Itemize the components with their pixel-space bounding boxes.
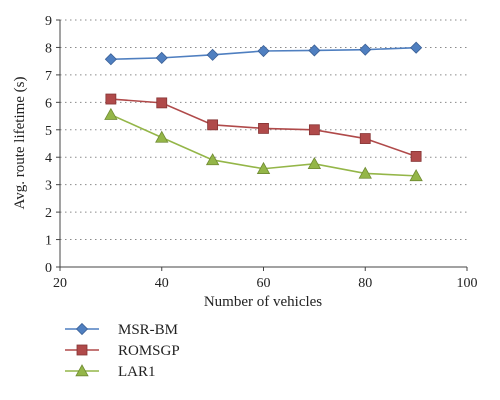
legend-marker <box>75 364 89 377</box>
data-point <box>307 156 322 170</box>
y-tick-label: 6 <box>45 96 52 111</box>
y-tick-labels: 0 1 2 3 4 5 6 7 8 9 <box>45 14 60 276</box>
data-point <box>308 44 321 57</box>
legend-marker <box>75 322 89 336</box>
x-tick-label: 80 <box>358 276 372 291</box>
series-lar1 <box>104 107 423 182</box>
data-point <box>105 93 117 105</box>
data-point <box>256 161 271 174</box>
data-point <box>358 166 372 179</box>
legend: MSR-BM ROMSGP LAR1 <box>65 322 180 380</box>
legend-item: ROMSGP <box>65 343 180 359</box>
series-romsgp <box>105 93 422 162</box>
legend-label: ROMSGP <box>118 343 180 359</box>
data-point <box>155 51 168 64</box>
data-point <box>207 119 219 131</box>
y-tick-label: 2 <box>45 206 52 221</box>
data-point <box>409 169 423 182</box>
y-tick-label: 4 <box>45 151 52 166</box>
data-point <box>155 130 169 143</box>
x-tick-labels: 20 40 60 80 100 <box>53 267 478 291</box>
data-point <box>410 150 422 162</box>
data-point <box>359 133 371 144</box>
x-tick-label: 60 <box>257 276 271 291</box>
data-point <box>206 48 219 61</box>
y-tick-label: 9 <box>45 14 52 29</box>
legend-label: MSR-BM <box>118 322 178 338</box>
legend-marker <box>76 344 88 356</box>
x-axis-label: Number of vehicles <box>204 294 322 310</box>
legend-item: MSR-BM <box>65 322 178 338</box>
y-tick-label: 3 <box>45 179 52 194</box>
x-tick-label: 40 <box>155 276 169 291</box>
y-tick-label: 5 <box>45 124 52 139</box>
data-point <box>359 43 372 56</box>
y-axis-label: Avg. route lifetime (s) <box>12 76 28 209</box>
series-msr-bm <box>104 41 423 66</box>
data-point <box>205 153 220 166</box>
data-point <box>308 124 320 136</box>
legend-item: LAR1 <box>65 364 156 380</box>
y-tick-label: 0 <box>45 261 52 276</box>
y-tick-label: 1 <box>45 234 52 249</box>
data-point <box>257 44 270 58</box>
data-point <box>104 53 117 66</box>
data-point <box>258 123 269 134</box>
data-point <box>156 97 168 109</box>
data-point <box>104 107 118 120</box>
x-tick-label: 20 <box>53 276 67 291</box>
legend-label: LAR1 <box>118 364 156 380</box>
series-group <box>104 41 423 182</box>
y-tick-label: 7 <box>45 69 52 84</box>
data-point <box>410 41 423 54</box>
x-tick-label: 100 <box>457 276 478 291</box>
y-tick-label: 8 <box>45 41 52 56</box>
